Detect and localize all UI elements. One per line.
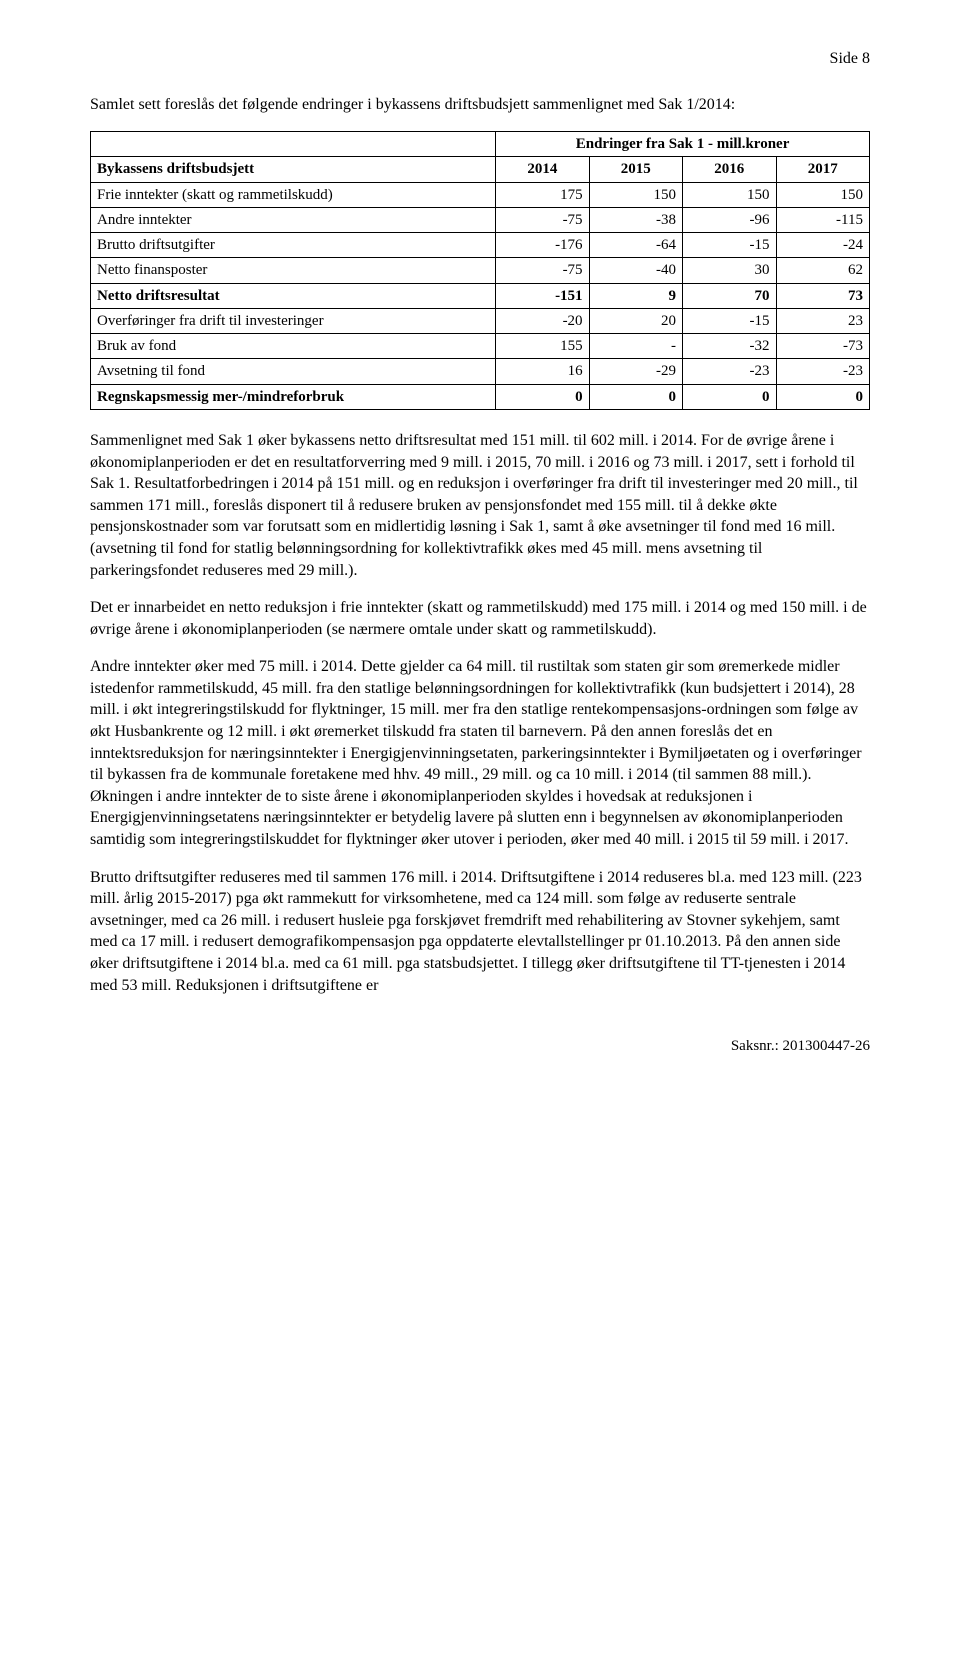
table-row-label: Andre inntekter [91, 207, 496, 232]
intro-text: Samlet sett foreslås det følgende endrin… [90, 94, 870, 116]
table-cell: 16 [496, 359, 589, 384]
table-cell: -24 [776, 233, 870, 258]
table-row: Brutto driftsutgifter-176-64-15-24 [91, 233, 870, 258]
table-header-2016: 2016 [683, 157, 776, 182]
table-cell: -96 [683, 207, 776, 232]
table-cell: -73 [776, 334, 870, 359]
table-cell: 150 [589, 182, 682, 207]
table-cell: -23 [776, 359, 870, 384]
table-cell: - [589, 334, 682, 359]
table-cell: -151 [496, 283, 589, 308]
table-row-label: Brutto driftsutgifter [91, 233, 496, 258]
table-cell: -29 [589, 359, 682, 384]
page-number: Side 8 [90, 48, 870, 70]
table-cell: -75 [496, 207, 589, 232]
body-paragraph: Brutto driftsutgifter reduseres med til … [90, 867, 870, 997]
table-cell: -75 [496, 258, 589, 283]
table-cell: 155 [496, 334, 589, 359]
table-cell: 23 [776, 308, 870, 333]
table-cell: -38 [589, 207, 682, 232]
table-header-2015: 2015 [589, 157, 682, 182]
table-cell: -15 [683, 308, 776, 333]
budget-table: Endringer fra Sak 1 - mill.kroner Bykass… [90, 131, 870, 410]
table-super-header: Endringer fra Sak 1 - mill.kroner [496, 132, 870, 157]
table-cell: -64 [589, 233, 682, 258]
table-header-label: Bykassens driftsbudsjett [91, 157, 496, 182]
table-row: Frie inntekter (skatt og rammetilskudd)1… [91, 182, 870, 207]
table-cell: -115 [776, 207, 870, 232]
body-paragraph: Sammenlignet med Sak 1 øker bykassens ne… [90, 430, 870, 581]
table-cell: 73 [776, 283, 870, 308]
table-cell: 30 [683, 258, 776, 283]
table-cell: 150 [683, 182, 776, 207]
table-cell: 0 [683, 384, 776, 409]
table-cell: 20 [589, 308, 682, 333]
table-row-label: Avsetning til fond [91, 359, 496, 384]
table-cell: 0 [496, 384, 589, 409]
table-row: Bruk av fond155--32-73 [91, 334, 870, 359]
table-cell: 175 [496, 182, 589, 207]
table-cell: -40 [589, 258, 682, 283]
table-cell: 9 [589, 283, 682, 308]
table-cell: -32 [683, 334, 776, 359]
table-row-label: Regnskapsmessig mer-/mindreforbruk [91, 384, 496, 409]
table-cell: 70 [683, 283, 776, 308]
table-cell: 0 [776, 384, 870, 409]
table-header-2014: 2014 [496, 157, 589, 182]
table-row-label: Bruk av fond [91, 334, 496, 359]
table-row-label: Overføringer fra drift til investeringer [91, 308, 496, 333]
table-cell: -20 [496, 308, 589, 333]
table-cell: 62 [776, 258, 870, 283]
body-paragraph: Det er innarbeidet en netto reduksjon i … [90, 597, 870, 640]
table-cell: -15 [683, 233, 776, 258]
table-row-label: Netto driftsresultat [91, 283, 496, 308]
body-paragraph: Andre inntekter øker med 75 mill. i 2014… [90, 656, 870, 850]
table-cell: 150 [776, 182, 870, 207]
table-row: Regnskapsmessig mer-/mindreforbruk0000 [91, 384, 870, 409]
table-row-label: Frie inntekter (skatt og rammetilskudd) [91, 182, 496, 207]
table-header-2017: 2017 [776, 157, 870, 182]
table-row: Overføringer fra drift til investeringer… [91, 308, 870, 333]
table-row-label: Netto finansposter [91, 258, 496, 283]
table-cell: 0 [589, 384, 682, 409]
table-cell: -23 [683, 359, 776, 384]
table-corner-blank [91, 132, 496, 157]
footer-saksnr: Saksnr.: 201300447-26 [90, 1036, 870, 1056]
table-row: Andre inntekter-75-38-96-115 [91, 207, 870, 232]
table-row: Netto finansposter-75-403062 [91, 258, 870, 283]
table-row: Avsetning til fond16-29-23-23 [91, 359, 870, 384]
table-cell: -176 [496, 233, 589, 258]
table-row: Netto driftsresultat-15197073 [91, 283, 870, 308]
